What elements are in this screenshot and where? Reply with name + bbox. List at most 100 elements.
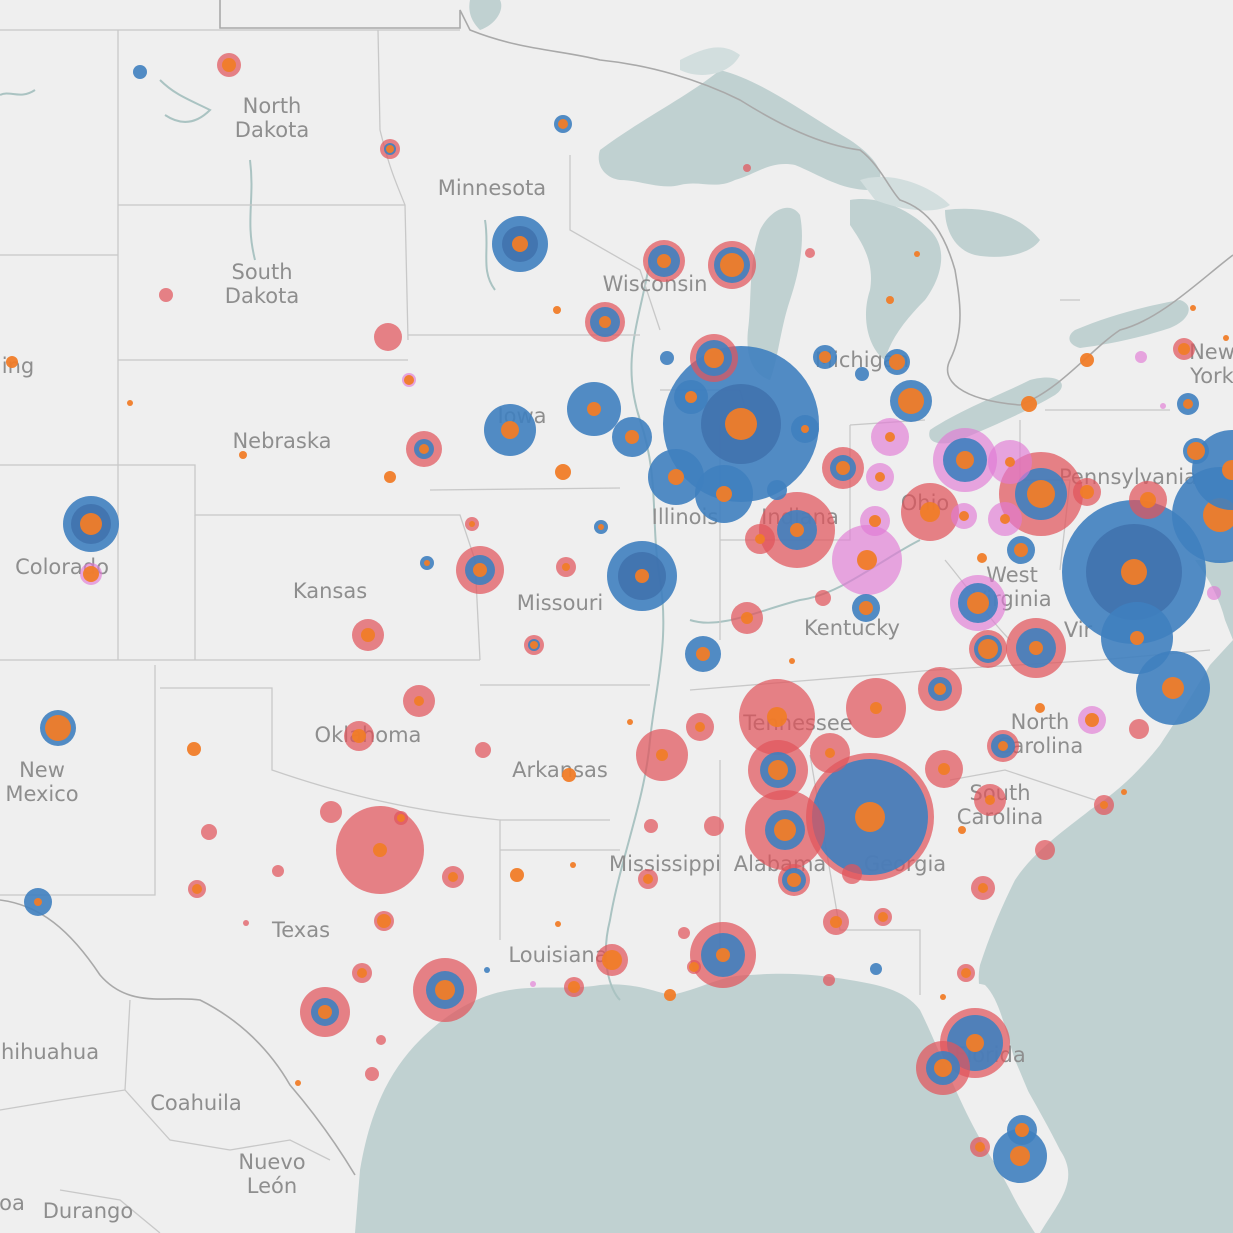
- bubble-core[interactable]: [1080, 485, 1094, 499]
- bubble-core[interactable]: [695, 722, 705, 732]
- bubble-outer[interactable]: [823, 974, 835, 986]
- bubble-outer[interactable]: [475, 742, 491, 758]
- bubble-outer[interactable]: [272, 865, 284, 877]
- bubble-core[interactable]: [568, 981, 580, 993]
- bubble-core[interactable]: [397, 814, 405, 822]
- bubble-core[interactable]: [469, 521, 475, 527]
- bubble-outer[interactable]: [767, 480, 787, 500]
- bubble-core[interactable]: [419, 444, 429, 454]
- bubble-core[interactable]: [80, 513, 102, 535]
- bubble-outer[interactable]: [384, 471, 396, 483]
- bubble-outer[interactable]: [627, 719, 633, 725]
- bubble-core[interactable]: [966, 1034, 984, 1052]
- bubble-outer[interactable]: [555, 921, 561, 927]
- bubble-outer[interactable]: [562, 768, 576, 782]
- bubble-outer[interactable]: [376, 1035, 386, 1045]
- bubble-outer[interactable]: [1190, 305, 1196, 311]
- bubble-core[interactable]: [1027, 480, 1055, 508]
- bubble-core[interactable]: [1222, 460, 1233, 480]
- bubble-core[interactable]: [716, 486, 732, 502]
- bubble-core[interactable]: [435, 980, 455, 1000]
- bubble-core[interactable]: [501, 421, 519, 439]
- bubble-core[interactable]: [473, 563, 487, 577]
- bubble-core[interactable]: [643, 874, 653, 884]
- bubble-outer[interactable]: [530, 981, 536, 987]
- bubble-outer[interactable]: [842, 864, 862, 884]
- bubble-core[interactable]: [512, 236, 528, 252]
- bubble-core[interactable]: [885, 432, 895, 442]
- bubble-outer[interactable]: [977, 553, 987, 563]
- bubble-core[interactable]: [725, 408, 757, 440]
- bubble-core[interactable]: [587, 402, 601, 416]
- bubble-core[interactable]: [668, 469, 684, 485]
- bubble-core[interactable]: [959, 511, 969, 521]
- bubble-core[interactable]: [830, 916, 842, 928]
- bubble-core[interactable]: [599, 316, 611, 328]
- bubble-core[interactable]: [414, 696, 424, 706]
- bubble-core[interactable]: [836, 461, 850, 475]
- bubble-core[interactable]: [1015, 1123, 1029, 1137]
- bubble-outer[interactable]: [1080, 353, 1094, 367]
- bubble-core[interactable]: [685, 391, 697, 403]
- bubble-core[interactable]: [1162, 677, 1184, 699]
- bubble-core[interactable]: [1130, 631, 1144, 645]
- bubble-outer[interactable]: [855, 367, 869, 381]
- bubble-outer[interactable]: [815, 590, 831, 606]
- bubble-core[interactable]: [855, 802, 885, 832]
- bubble-outer[interactable]: [1207, 586, 1221, 600]
- bubble-core[interactable]: [878, 912, 888, 922]
- bubble-core[interactable]: [975, 1142, 985, 1152]
- bubble-core[interactable]: [767, 707, 787, 727]
- bubble-core[interactable]: [602, 950, 622, 970]
- bubble-core[interactable]: [825, 748, 835, 758]
- bubble-core[interactable]: [1014, 543, 1028, 557]
- bubble-outer[interactable]: [1135, 351, 1147, 363]
- bubble-core[interactable]: [558, 119, 568, 129]
- bubble-outer[interactable]: [644, 819, 658, 833]
- bubble-outer[interactable]: [1129, 719, 1149, 739]
- bubble-outer[interactable]: [660, 351, 674, 365]
- bubble-core[interactable]: [704, 348, 724, 368]
- bubble-core[interactable]: [192, 884, 202, 894]
- bubble-core[interactable]: [956, 451, 974, 469]
- bubble-outer[interactable]: [958, 826, 966, 834]
- bubble-core[interactable]: [741, 612, 753, 624]
- bubble-core[interactable]: [83, 566, 99, 582]
- bubble-core[interactable]: [934, 683, 946, 695]
- bubble-core[interactable]: [696, 647, 710, 661]
- bubble-core[interactable]: [755, 534, 765, 544]
- bubble-outer[interactable]: [187, 742, 201, 756]
- bubble-outer[interactable]: [553, 306, 561, 314]
- bubble-core[interactable]: [45, 715, 71, 741]
- bubble-outer[interactable]: [365, 1067, 379, 1081]
- bubble-core[interactable]: [934, 1059, 952, 1077]
- bubble-core[interactable]: [424, 560, 430, 566]
- bubble-outer[interactable]: [320, 801, 342, 823]
- bubble-outer[interactable]: [743, 164, 751, 172]
- bubble-core[interactable]: [448, 872, 458, 882]
- bubble-core[interactable]: [1100, 801, 1108, 809]
- bubble-outer[interactable]: [664, 989, 676, 1001]
- bubble-outer[interactable]: [1223, 335, 1229, 341]
- bubble-outer[interactable]: [914, 251, 920, 257]
- bubble-outer[interactable]: [870, 963, 882, 975]
- bubble-core[interactable]: [598, 524, 604, 530]
- bubble-core[interactable]: [689, 962, 699, 972]
- bubble-core[interactable]: [404, 375, 414, 385]
- bubble-core[interactable]: [1183, 399, 1193, 409]
- bubble-outer[interactable]: [1121, 789, 1127, 795]
- bubble-core[interactable]: [1029, 641, 1043, 655]
- bubble-outer[interactable]: [127, 400, 133, 406]
- bubble-core[interactable]: [978, 883, 988, 893]
- bubble-outer[interactable]: [243, 920, 249, 926]
- bubble-core[interactable]: [857, 550, 877, 570]
- bubble-core[interactable]: [819, 351, 831, 363]
- bubble-core[interactable]: [720, 253, 744, 277]
- bubble-outer[interactable]: [805, 248, 815, 258]
- bubble-outer[interactable]: [484, 967, 490, 973]
- bubble-core[interactable]: [1178, 343, 1190, 355]
- bubble-outer[interactable]: [570, 862, 576, 868]
- bubble-core[interactable]: [774, 819, 796, 841]
- bubble-outer[interactable]: [1035, 703, 1045, 713]
